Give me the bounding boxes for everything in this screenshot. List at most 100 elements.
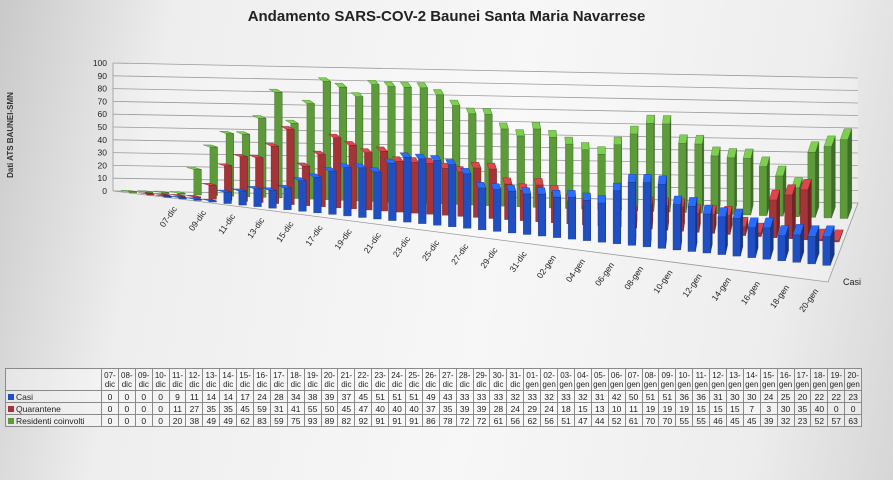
table-body: Casi 0 0 0 0 9 11 14 14 17 24 28 34 38 39 37 45 51 51 51 49 4… <box>5 390 863 427</box>
bar-quarantene <box>280 126 295 205</box>
table-cell: 91 <box>388 414 407 427</box>
x-tick-label: 31-dic <box>507 249 529 274</box>
table-cell: 15 <box>573 402 592 415</box>
table-cell: 25 <box>776 390 795 403</box>
bar-casi <box>307 173 322 214</box>
bar-residenti-coinvolti <box>153 190 170 195</box>
table-date-header: 13- gen <box>725 368 744 391</box>
table-date-header: 02- gen <box>540 368 559 391</box>
x-tick-label: 10-gen <box>651 268 675 296</box>
bar-casi <box>521 187 532 235</box>
bar-casi <box>186 197 202 201</box>
table-cell: 82 <box>337 414 356 427</box>
y-tick-label: 0 <box>102 186 107 196</box>
table-cell: 49 <box>202 414 221 427</box>
table-cell: 38 <box>185 414 204 427</box>
table-cell: 0 <box>151 402 170 415</box>
table-cell: 30 <box>776 402 795 415</box>
table-cell: 11 <box>185 390 204 403</box>
table-cell: 0 <box>117 414 136 427</box>
table-cell: 36 <box>675 390 694 403</box>
table-cell: 33 <box>523 390 542 403</box>
x-tick-label: 06-gen <box>593 260 617 288</box>
table-cell: 56 <box>506 414 525 427</box>
table-cell: 32 <box>506 390 525 403</box>
table-cell: 56 <box>540 414 559 427</box>
table-cell: 38 <box>303 390 322 403</box>
y-tick-label: 60 <box>98 109 108 119</box>
bar-residenti-coinvolti <box>137 190 153 194</box>
x-tick-label: 23-dic <box>391 234 413 259</box>
table-cell: 20 <box>168 414 187 427</box>
bar-casi <box>353 163 367 218</box>
gridline <box>112 75 859 91</box>
table-cell: 0 <box>117 390 136 403</box>
bar-quarantene <box>201 183 217 200</box>
x-tick-label: 13-dic <box>245 215 267 240</box>
table-cell: 28 <box>269 390 288 403</box>
y-tick-label: 90 <box>98 71 108 81</box>
table-cell: 51 <box>557 414 575 427</box>
table-row: Residenti coinvolti 0 0 0 0 20 38 49 49 62 83 59 75 9… <box>5 414 863 427</box>
table-cell: 59 <box>253 402 271 415</box>
bar-quarantene <box>185 195 201 199</box>
table-cell: 89 <box>320 414 339 427</box>
bar-casi <box>338 163 352 217</box>
table-cell: 24 <box>506 402 525 415</box>
bar-casi <box>506 184 517 234</box>
table-cell: 40 <box>371 402 390 415</box>
bar-quarantene <box>391 156 404 213</box>
table-cell: 0 <box>134 390 153 403</box>
table-cell: 35 <box>793 402 812 415</box>
table-cell: 40 <box>405 402 423 415</box>
table-date-header: 07- dic <box>101 368 119 391</box>
table-date-header: 30- dic <box>489 368 508 391</box>
bar-casi <box>445 159 457 227</box>
table-cell: 23 <box>793 414 812 427</box>
bar-residenti-coinvolti <box>186 167 202 196</box>
table-cell: 35 <box>219 402 238 415</box>
table-date-header: 25- dic <box>405 368 423 391</box>
x-tick-label: 25-dic <box>420 237 442 262</box>
x-tick-label: 02-gen <box>535 253 559 281</box>
table-date-header: 09- dic <box>134 368 153 391</box>
bar-casi <box>323 167 337 215</box>
table-cell: 70 <box>641 414 660 427</box>
table-cell: 92 <box>354 414 373 427</box>
table-cell: 34 <box>286 390 305 403</box>
bar-casi <box>170 196 187 200</box>
bar-casi <box>642 174 652 248</box>
bar-casi <box>567 190 576 240</box>
table-date-header: 08- gen <box>641 368 660 391</box>
table-cell: 0 <box>101 402 119 415</box>
table-cell: 32 <box>573 390 592 403</box>
bar-casi <box>657 175 667 249</box>
bar-quarantene <box>138 192 155 196</box>
bar-casi <box>368 167 382 220</box>
table-cell: 83 <box>253 414 271 427</box>
table-date-header: 13- dic <box>202 368 221 391</box>
table-date-header: 12- dic <box>185 368 204 391</box>
table-row-header: Residenti coinvolti <box>5 414 102 427</box>
legend-key <box>8 418 14 425</box>
table-cell: 40 <box>810 402 829 415</box>
table-cell: 59 <box>269 414 288 427</box>
table-date-header: 17- dic <box>269 368 288 391</box>
bar-casi <box>216 189 232 204</box>
table-cell: 51 <box>405 390 423 403</box>
x-tick-label: 21-dic <box>362 230 384 255</box>
table-date-header: 07- gen <box>624 368 643 391</box>
table-cell: 31 <box>269 402 288 415</box>
table-cell: 3 <box>759 402 778 415</box>
bar-casi <box>491 183 502 232</box>
table-cell: 30 <box>742 390 761 403</box>
bar-residenti-coinvolti <box>120 190 137 193</box>
table-date-header: 21- dic <box>337 368 356 391</box>
table-corner <box>5 368 102 391</box>
table-cell: 39 <box>759 414 778 427</box>
bar-casi <box>822 225 835 266</box>
bar-quarantene <box>359 148 373 211</box>
depth-axis-label: Casi <box>843 277 861 287</box>
table-cell: 37 <box>421 402 440 415</box>
table-cell: 0 <box>134 402 153 415</box>
